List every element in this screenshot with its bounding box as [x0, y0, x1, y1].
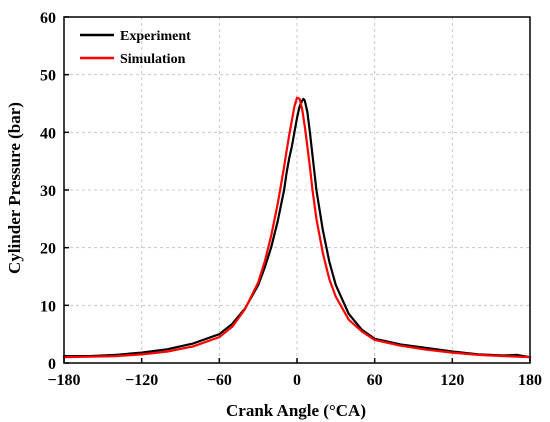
y-tick-label: 10	[40, 298, 56, 315]
series-group	[62, 96, 532, 359]
axis-ticks: −180 −120 −60 0 60 120 180 0 10 20 30 40 50 60	[40, 10, 542, 389]
x-tick-label: −60	[207, 372, 232, 389]
grid	[64, 17, 530, 363]
y-axis-title: Cylinder Pressure (bar)	[5, 102, 24, 274]
x-tick-label: 120	[440, 372, 464, 389]
x-tick-label: −120	[125, 372, 158, 389]
series-line-simulation	[62, 96, 532, 359]
x-tick-label: 180	[518, 372, 542, 389]
y-tick-label: 50	[40, 68, 56, 85]
y-tick-label: 60	[40, 10, 56, 27]
x-axis-title: Crank Angle (°CA)	[226, 401, 366, 420]
x-tick-label: 0	[293, 372, 301, 389]
legend: Experiment Simulation	[80, 29, 191, 67]
y-tick-label: 0	[48, 356, 56, 373]
legend-label-experiment: Experiment	[120, 29, 191, 44]
y-tick-label: 40	[40, 125, 56, 142]
x-tick-label: −180	[47, 372, 80, 389]
y-tick-label: 30	[40, 183, 56, 200]
x-tick-label: 60	[367, 372, 383, 389]
y-tick-label: 20	[40, 241, 56, 258]
legend-label-simulation: Simulation	[120, 52, 186, 67]
